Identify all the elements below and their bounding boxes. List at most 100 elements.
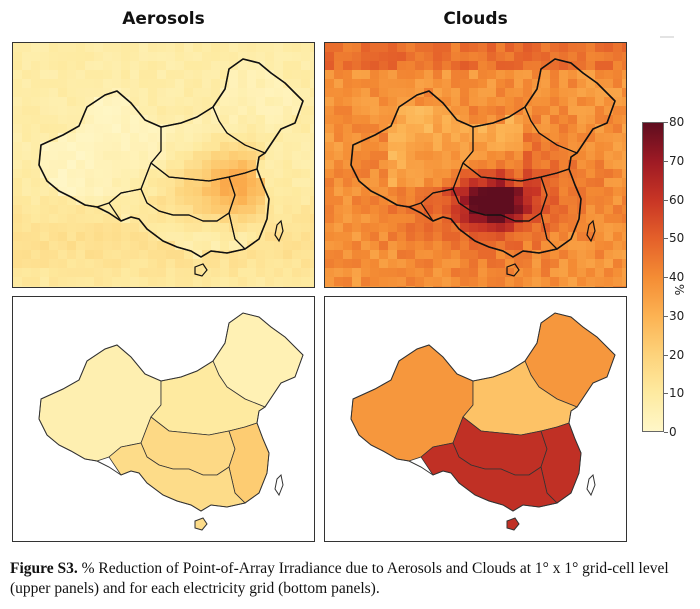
aerosols-grid-cell	[193, 79, 203, 89]
clouds-grid-cell	[487, 61, 497, 71]
aerosols-grid-cell	[13, 61, 23, 71]
clouds-grid-cell	[478, 259, 488, 269]
aerosols-grid-cell	[103, 259, 113, 269]
clouds-grid-cell	[451, 97, 461, 107]
clouds-outline	[350, 58, 616, 258]
clouds-grid-cell	[541, 178, 551, 188]
aerosols-grid-cell	[31, 133, 41, 143]
aerosols-grid-cell	[220, 205, 230, 215]
aerosols-grid-cell	[85, 79, 95, 89]
aerosols-grid-cell	[220, 268, 230, 278]
clouds-grid-cell	[415, 187, 425, 197]
clouds-grid-cell	[568, 106, 578, 116]
aerosols-grid-cell	[76, 52, 86, 62]
corner-mark	[660, 36, 674, 38]
aerosols-grid-cell	[211, 124, 221, 134]
clouds-grid-cell	[361, 214, 371, 224]
aerosols-grid-cell	[184, 160, 194, 170]
clouds-grid-cell	[604, 277, 614, 287]
aerosols-grid-cell	[238, 214, 248, 224]
aerosols-grid-cell	[130, 79, 140, 89]
clouds-grid-cell	[613, 169, 623, 179]
clouds-grid-cell	[505, 43, 515, 53]
clouds-grid-cell	[469, 169, 479, 179]
aerosols-grid-cell	[31, 151, 41, 161]
clouds-grid-cell	[388, 124, 398, 134]
aerosols-grid-cell	[229, 259, 239, 269]
clouds-grid-cell	[433, 52, 443, 62]
clouds-grid-cell	[541, 196, 551, 206]
clouds-grid-cell	[613, 79, 623, 89]
clouds-grid-cell	[577, 178, 587, 188]
clouds-grid-cell	[343, 187, 353, 197]
clouds-grid-cell	[379, 232, 389, 242]
clouds-grid-cell	[415, 97, 425, 107]
clouds-grid-cell	[415, 115, 425, 125]
clouds-grid-cell	[388, 43, 398, 53]
aerosols-grid-cell	[265, 232, 275, 242]
aerosols-grid-cell	[238, 205, 248, 215]
aerosols-grid-cell	[193, 286, 203, 287]
clouds-grid-cell	[343, 142, 353, 152]
clouds-grid-cell	[604, 88, 614, 98]
aerosols-grid-cell	[292, 151, 302, 161]
aerosols-grid-cell	[130, 160, 140, 170]
clouds-grid-cell	[586, 88, 596, 98]
clouds-grid-cell	[379, 133, 389, 143]
aerosols-grid-cell	[13, 232, 23, 242]
clouds-grid-cell	[370, 106, 380, 116]
clouds-grid-cell	[433, 151, 443, 161]
aerosols-grid-cell	[229, 178, 239, 188]
clouds-grid-cell	[613, 133, 623, 143]
aerosols-grid-cell	[49, 52, 59, 62]
clouds-grid-cell	[487, 142, 497, 152]
aerosols-hainan	[194, 263, 208, 277]
colorbar-tickmark	[664, 238, 668, 240]
aerosols-grid-cell	[139, 70, 149, 80]
aerosols-grid-cell	[265, 259, 275, 269]
clouds-grid-cell	[613, 205, 623, 215]
clouds-grid-cell	[442, 61, 452, 71]
clouds-grid-cell	[424, 178, 434, 188]
aerosols-grid-cell	[157, 61, 167, 71]
clouds-grid-cell	[433, 97, 443, 107]
clouds-grid-cell	[577, 232, 587, 242]
aerosols-grid-cell	[22, 268, 32, 278]
aerosols-grid-cell	[31, 97, 41, 107]
aerosols-grid-cell	[175, 187, 185, 197]
caption-label: Figure S3.	[10, 560, 78, 577]
aerosols-grid-cell	[58, 79, 68, 89]
clouds-grid-cell	[505, 286, 515, 287]
clouds-grid-cell	[451, 241, 461, 251]
clouds-grid-cell	[325, 268, 335, 278]
clouds-grid-cell	[487, 178, 497, 188]
aerosols-grid-cell	[130, 196, 140, 206]
aerosols-grid-cell	[175, 232, 185, 242]
clouds-grid-cell	[451, 43, 461, 53]
clouds-grid-cell	[541, 43, 551, 53]
aerosols-grid-cell	[85, 223, 95, 233]
aerosols-grid-cell	[67, 286, 77, 287]
clouds-grid-cell	[343, 61, 353, 71]
aerosols-grid-cell	[121, 43, 131, 53]
clouds-grid-cell	[496, 196, 506, 206]
aerosols-grid-cell	[31, 232, 41, 242]
aerosols-grid-cell	[85, 286, 95, 287]
aerosols-grid-cell	[67, 259, 77, 269]
aerosols-grid-cell	[67, 124, 77, 134]
clouds-grid-cell	[550, 52, 560, 62]
clouds-grid-cell	[334, 106, 344, 116]
clouds-grid-cell	[523, 205, 533, 215]
clouds-grid-cell	[370, 43, 380, 53]
aerosols-grid-cell	[76, 106, 86, 116]
clouds-grid-cell	[487, 169, 497, 179]
clouds-grid-cell	[334, 205, 344, 215]
clouds-grid-cell	[442, 250, 452, 260]
clouds-grid-cell	[622, 88, 626, 98]
clouds-grid-cell	[451, 277, 461, 287]
aerosols-grid-cell	[157, 106, 167, 116]
clouds-grid-cell	[505, 178, 515, 188]
aerosols-grid-cell	[175, 214, 185, 224]
aerosols-grid-cell	[22, 223, 32, 233]
aerosols-grid-cell	[157, 223, 167, 233]
